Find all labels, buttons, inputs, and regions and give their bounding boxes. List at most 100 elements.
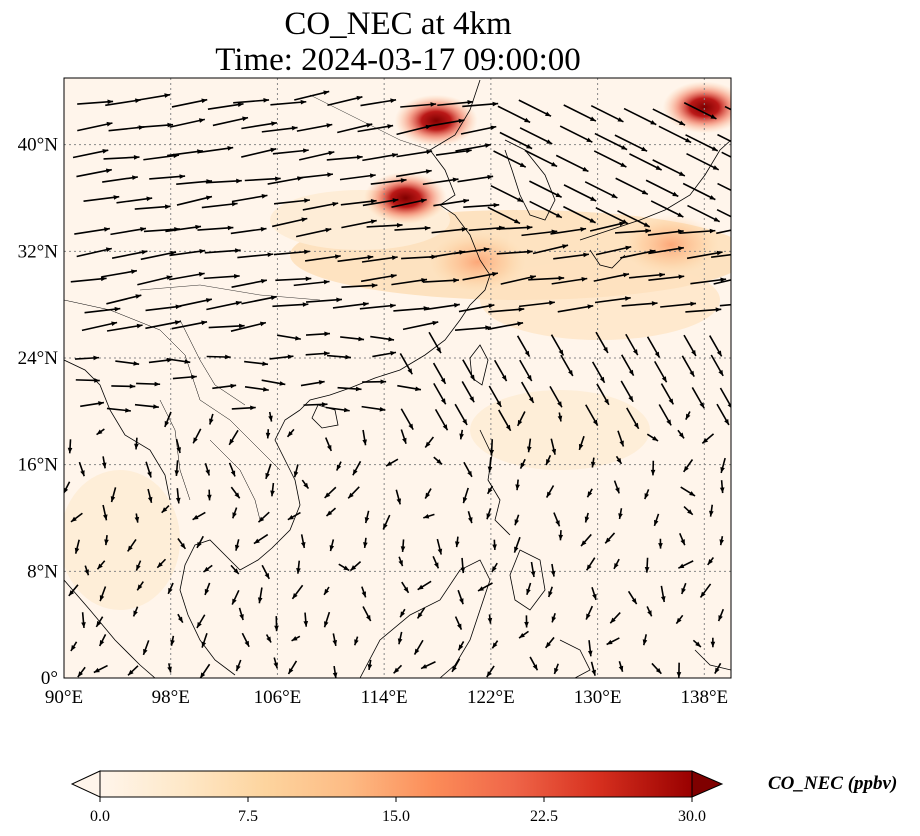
wind-vector [713, 279, 731, 285]
wind-vector [549, 386, 563, 408]
x-tick-label: 90°E [45, 687, 83, 708]
wind-vector [134, 437, 139, 450]
wind-vector [367, 659, 373, 671]
wind-vector [208, 413, 214, 425]
wind-vector [710, 354, 724, 377]
wind-vector [177, 538, 187, 550]
wind-vector [197, 225, 234, 231]
wind-vector [399, 353, 413, 375]
wind-vector [491, 562, 498, 573]
wind-vector [653, 513, 660, 527]
wind-vector [701, 433, 715, 445]
wind-vector [526, 438, 532, 453]
y-tick-label: 32°N [18, 241, 59, 262]
wind-vector [142, 640, 150, 656]
wind-vector [302, 201, 339, 211]
wind-vector [177, 613, 184, 623]
wind-vector [434, 409, 449, 431]
colorbar-min-extension [70, 770, 101, 798]
wind-vector [585, 557, 596, 571]
wind-vector [709, 335, 723, 357]
wind-vector [679, 532, 686, 546]
wind-vector [361, 255, 398, 263]
wind-vector [164, 411, 172, 428]
wind-vector [621, 301, 658, 307]
latitude-ticks: 0° 8°N 16°N 24°N 32°N 40°N [18, 135, 59, 689]
wind-vector [514, 514, 520, 526]
colorbar-label: CO_NEC (ppbv) [768, 773, 897, 794]
wind-vector [273, 657, 278, 669]
wind-vector [544, 636, 555, 649]
wind-vector [360, 98, 397, 107]
wind-vector [303, 612, 309, 627]
wind-vector [106, 294, 142, 305]
x-tick-label: 98°E [152, 687, 190, 708]
wind-vector [206, 354, 231, 360]
y-tick-label: 24°N [18, 348, 59, 369]
wind-vector [74, 355, 100, 361]
wind-vector [291, 635, 301, 642]
wind-vector [174, 460, 180, 477]
wind-vector [104, 534, 109, 546]
wind-vector [231, 278, 268, 288]
wind-vector [629, 153, 663, 171]
wind-vector [230, 321, 267, 332]
wind-vector [431, 227, 468, 234]
map-frame [63, 77, 732, 679]
wind-vector [618, 508, 623, 520]
wind-vector [660, 585, 666, 603]
x-tick-label: 130°E [574, 687, 622, 708]
wind-vector [681, 355, 695, 378]
wind-vector [719, 536, 725, 546]
wind-vector [175, 438, 181, 454]
wind-vector [268, 411, 273, 422]
y-tick-label: 0° [41, 668, 58, 689]
wind-vector [360, 273, 397, 283]
wind-vector [717, 133, 731, 143]
wind-vector [492, 539, 497, 551]
wind-vector [327, 95, 363, 107]
wind-vector [413, 639, 424, 655]
wind-vector [269, 354, 294, 360]
x-tick-label: 122°E [467, 687, 515, 708]
wind-vector [686, 250, 723, 260]
wind-vector [274, 616, 279, 632]
wind-vector [524, 149, 558, 168]
wind-vector [424, 302, 460, 311]
wind-vector [93, 664, 108, 674]
wind-vector [394, 225, 431, 231]
wind-vector [230, 564, 240, 575]
wind-vector [423, 513, 435, 519]
wind-vector [609, 612, 621, 624]
wind-vector [719, 387, 731, 409]
wind-vector [325, 406, 350, 413]
wind-vector [81, 321, 118, 332]
wind-vector [486, 508, 492, 520]
colorbar-max-extension [691, 770, 724, 798]
wind-vector [231, 193, 268, 203]
wind-vector [201, 201, 238, 209]
wind-vector [353, 636, 359, 646]
wind-vector [516, 335, 531, 358]
wind-vector [650, 200, 684, 218]
wind-vector [176, 298, 213, 308]
wind-vector [303, 402, 328, 407]
wind-vector [364, 510, 370, 524]
wind-vector [340, 336, 365, 342]
wind-vector [578, 435, 585, 451]
wind-vector [623, 107, 657, 126]
wind-vector [487, 457, 493, 473]
wind-vector [397, 384, 422, 392]
colorbar-tick-label: 15.0 [382, 808, 410, 825]
wind-vector [135, 560, 142, 571]
wind-vector [436, 538, 443, 555]
wind-vector [402, 320, 439, 331]
wind-vector [272, 302, 309, 308]
wind-vector [460, 557, 466, 574]
wind-vector [486, 485, 494, 495]
wind-vector [646, 606, 653, 617]
wind-vector [271, 217, 308, 228]
wind-vector [230, 486, 241, 499]
wind-vector [462, 359, 476, 381]
wind-vector [590, 104, 624, 123]
